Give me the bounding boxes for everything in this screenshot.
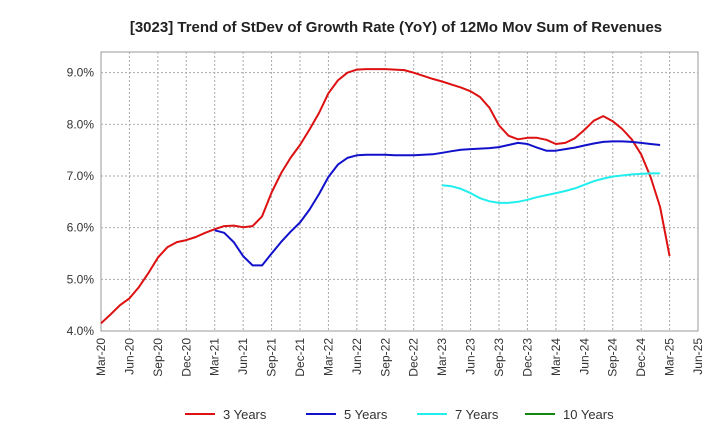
series-line-3-years	[100, 68, 671, 325]
legend-label: 7 Years	[455, 407, 499, 422]
x-tick-label: Jun-20	[122, 338, 136, 375]
y-tick-label: 4.0%	[67, 324, 95, 338]
vertical-gridlines	[128, 52, 671, 331]
x-tick-label: Sep-21	[265, 338, 279, 377]
x-tick-label: Mar-23	[435, 338, 449, 376]
series-line-7-years	[441, 172, 661, 204]
y-tick-label: 6.0%	[67, 221, 95, 235]
legend-label: 5 Years	[344, 407, 388, 422]
x-tick-label: Mar-20	[94, 338, 108, 376]
y-tick-label: 9.0%	[67, 66, 95, 80]
x-tick-label: Dec-23	[520, 338, 534, 377]
x-tick-label: Sep-22	[378, 338, 392, 377]
x-tick-label: Dec-21	[293, 338, 307, 377]
legend-label: 3 Years	[223, 407, 267, 422]
y-tick-label: 7.0%	[67, 169, 95, 183]
x-tick-label: Mar-24	[549, 338, 563, 376]
x-tick-label: Dec-24	[634, 338, 648, 377]
horizontal-gridlines	[101, 72, 698, 280]
x-tick-label: Sep-23	[492, 338, 506, 377]
x-tick-label: Sep-20	[151, 338, 165, 377]
x-tick-label: Sep-24	[606, 338, 620, 377]
y-tick-label: 8.0%	[67, 117, 95, 131]
x-tick-label: Mar-22	[321, 338, 335, 376]
x-tick-label: Dec-20	[179, 338, 193, 377]
y-tick-label: 5.0%	[67, 272, 95, 286]
chart-title: [3023] Trend of StDev of Growth Rate (Yo…	[130, 19, 662, 36]
series-lines	[100, 68, 671, 325]
x-tick-label: Jun-24	[577, 338, 591, 375]
x-tick-label: Jun-22	[350, 338, 364, 375]
series-line-5-years	[214, 140, 661, 267]
x-axis-ticks: Mar-20 Jun-20 Sep-20 Dec-20 Mar-21 Jun-21 Sep-…	[94, 338, 705, 377]
x-tick-label: Dec-22	[407, 338, 421, 377]
x-tick-label: Jun-23	[464, 338, 478, 375]
plot-area	[100, 51, 699, 332]
x-tick-label: Jun-21	[236, 338, 250, 375]
legend-label: 10 Years	[563, 407, 614, 422]
x-tick-label: Jun-25	[691, 338, 705, 375]
x-tick-label: Mar-25	[663, 338, 677, 376]
legend: 3 Years 5 Years 7 Years 10 Years	[185, 407, 614, 422]
x-tick-label: Mar-21	[208, 338, 222, 376]
y-axis-ticks: 4.0% 5.0% 6.0% 7.0% 8.0% 9.0%	[67, 66, 95, 338]
